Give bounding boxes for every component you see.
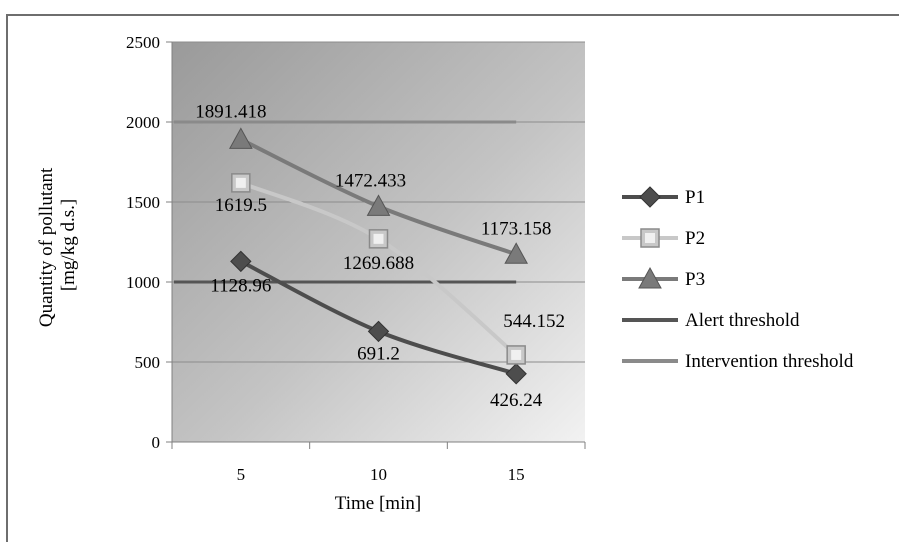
data-point-p3: [366, 194, 391, 216]
x-tick-label: 5: [237, 465, 246, 484]
data-label: 1619.5: [215, 195, 267, 216]
legend-label: Alert threshold: [685, 310, 800, 331]
data-label: 426.24: [490, 390, 543, 411]
legend-marker: [639, 186, 661, 208]
data-point-p3: [228, 127, 253, 149]
data-point-p1: [367, 320, 390, 343]
y-tick-label: 2500: [126, 33, 160, 52]
legend: P1 P2 P3 Alert threshold Intervention thresh…: [622, 186, 854, 372]
y-tick-label: 0: [152, 433, 161, 452]
legend-label: P1: [685, 187, 705, 208]
y-tick-label: 1000: [126, 273, 160, 292]
data-label: 1269.688: [343, 253, 414, 274]
data-point-p2-inner: [373, 233, 384, 244]
y-axis-label: Quantity of pollutant [mg/kg d.s.]: [36, 163, 79, 327]
y-tick-label: 1500: [126, 193, 160, 212]
data-label: 1891.418: [195, 101, 266, 122]
y-axis-label-line-1: Quantity of pollutant: [36, 167, 57, 327]
data-point-p1: [505, 363, 527, 385]
data-point-p2-inner: [511, 349, 522, 360]
y-tick-label: 2000: [126, 113, 160, 132]
y-tick-label: 500: [135, 353, 161, 372]
data-point-p2-inner: [235, 177, 246, 188]
legend-label: Intervention threshold: [685, 351, 854, 372]
legend-label: P3: [685, 269, 705, 290]
data-point-p1: [230, 250, 252, 273]
legend-marker: [638, 266, 662, 289]
legend-marker-inner: [645, 233, 655, 243]
data-label: 691.2: [357, 343, 400, 364]
axes: 0 500 1000 1500 2000 2500 5 10 15: [126, 33, 586, 484]
x-tick-label: 15: [508, 465, 525, 484]
data-label: 1128.96: [210, 275, 271, 296]
x-tick-label: 10: [370, 465, 387, 484]
series: [174, 120, 529, 385]
y-axis-label-line-2: [mg/kg d.s.]: [58, 199, 79, 291]
x-axis-label: Time [min]: [335, 493, 421, 514]
data-label: 1173.158: [481, 218, 552, 239]
data-label: 544.152: [503, 311, 565, 332]
data-label: 1472.433: [335, 170, 406, 191]
data-labels: 1128.96 691.2 426.24 1619.5 1269.688 544.152 1…: [195, 101, 565, 410]
legend-label: P2: [685, 228, 705, 249]
data-point-p3: [504, 242, 529, 264]
